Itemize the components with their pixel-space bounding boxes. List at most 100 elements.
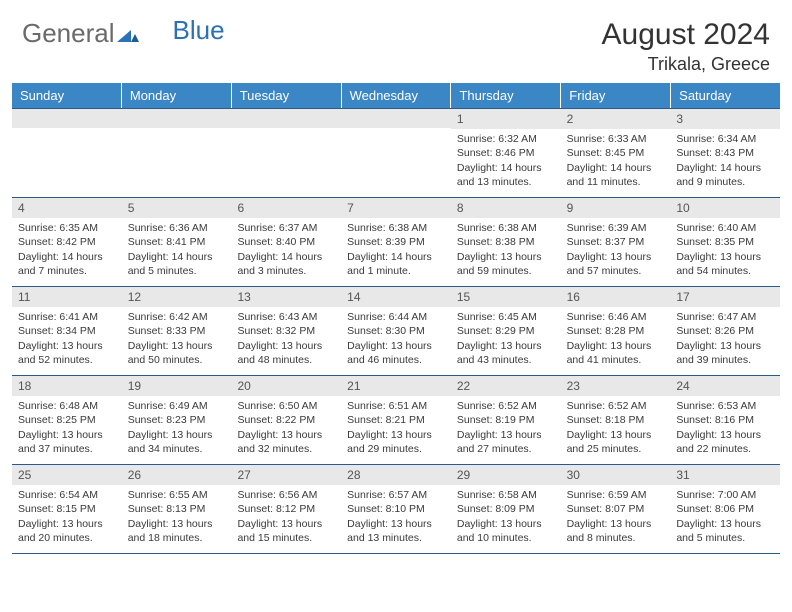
day-body: Sunrise: 6:53 AMSunset: 8:16 PMDaylight:…: [670, 398, 780, 460]
day-cell: [341, 109, 451, 197]
sunset-text: Sunset: 8:06 PM: [676, 502, 774, 516]
day-cell: 9Sunrise: 6:39 AMSunset: 8:37 PMDaylight…: [561, 198, 671, 286]
day-header-monday: Monday: [122, 83, 232, 108]
sunset-text: Sunset: 8:37 PM: [567, 235, 665, 249]
day-cell: [122, 109, 232, 197]
header: General Blue August 2024 Trikala, Greece: [0, 0, 792, 83]
day-body: Sunrise: 6:54 AMSunset: 8:15 PMDaylight:…: [12, 487, 122, 549]
day-number: [12, 109, 122, 128]
day-number: 2: [561, 109, 671, 129]
sunset-text: Sunset: 8:29 PM: [457, 324, 555, 338]
sunset-text: Sunset: 8:42 PM: [18, 235, 116, 249]
sunrise-text: Sunrise: 6:37 AM: [237, 221, 335, 235]
day-cell: 14Sunrise: 6:44 AMSunset: 8:30 PMDayligh…: [341, 287, 451, 375]
daylight-text: Daylight: 13 hours and 34 minutes.: [128, 428, 226, 456]
day-cell: 8Sunrise: 6:38 AMSunset: 8:38 PMDaylight…: [451, 198, 561, 286]
sunrise-text: Sunrise: 6:43 AM: [237, 310, 335, 324]
day-body: Sunrise: 6:40 AMSunset: 8:35 PMDaylight:…: [670, 220, 780, 282]
sunset-text: Sunset: 8:26 PM: [676, 324, 774, 338]
day-number: [231, 109, 341, 128]
day-body: Sunrise: 6:43 AMSunset: 8:32 PMDaylight:…: [231, 309, 341, 371]
daylight-text: Daylight: 13 hours and 59 minutes.: [457, 250, 555, 278]
day-cell: 26Sunrise: 6:55 AMSunset: 8:13 PMDayligh…: [122, 465, 232, 553]
day-body: Sunrise: 6:41 AMSunset: 8:34 PMDaylight:…: [12, 309, 122, 371]
sunset-text: Sunset: 8:22 PM: [237, 413, 335, 427]
sunrise-text: Sunrise: 6:40 AM: [676, 221, 774, 235]
day-number: 4: [12, 198, 122, 218]
sunset-text: Sunset: 8:34 PM: [18, 324, 116, 338]
day-cell: 4Sunrise: 6:35 AMSunset: 8:42 PMDaylight…: [12, 198, 122, 286]
day-number: 7: [341, 198, 451, 218]
day-number: 8: [451, 198, 561, 218]
day-number: 13: [231, 287, 341, 307]
day-number: 3: [670, 109, 780, 129]
day-number: 11: [12, 287, 122, 307]
sunrise-text: Sunrise: 6:35 AM: [18, 221, 116, 235]
day-body: Sunrise: 6:38 AMSunset: 8:38 PMDaylight:…: [451, 220, 561, 282]
sunset-text: Sunset: 8:19 PM: [457, 413, 555, 427]
daylight-text: Daylight: 13 hours and 41 minutes.: [567, 339, 665, 367]
sunset-text: Sunset: 8:18 PM: [567, 413, 665, 427]
day-cell: 27Sunrise: 6:56 AMSunset: 8:12 PMDayligh…: [231, 465, 341, 553]
day-cell: 28Sunrise: 6:57 AMSunset: 8:10 PMDayligh…: [341, 465, 451, 553]
daylight-text: Daylight: 13 hours and 48 minutes.: [237, 339, 335, 367]
daylight-text: Daylight: 13 hours and 39 minutes.: [676, 339, 774, 367]
day-number: 30: [561, 465, 671, 485]
day-number: 14: [341, 287, 451, 307]
sunrise-text: Sunrise: 6:57 AM: [347, 488, 445, 502]
daylight-text: Daylight: 13 hours and 57 minutes.: [567, 250, 665, 278]
day-number: 20: [231, 376, 341, 396]
sunset-text: Sunset: 8:45 PM: [567, 146, 665, 160]
daylight-text: Daylight: 13 hours and 29 minutes.: [347, 428, 445, 456]
day-body: Sunrise: 6:51 AMSunset: 8:21 PMDaylight:…: [341, 398, 451, 460]
day-cell: 23 Sunrise: 6:52 AMSunset: 8:18 PMDayligh…: [561, 376, 671, 464]
day-number: 18: [12, 376, 122, 396]
location: Trikala, Greece: [602, 54, 770, 75]
daylight-text: Daylight: 13 hours and 54 minutes.: [676, 250, 774, 278]
week-row: 4 Sunrise: 6:35 AMSunset: 8:42 PM Daylight…: [12, 198, 780, 287]
day-cell: 13Sunrise: 6:43 AMSunset: 8:32 PMDayligh…: [231, 287, 341, 375]
day-header-wednesday: Wednesday: [342, 83, 452, 108]
day-body: Sunrise: 6:42 AMSunset: 8:33 PMDaylight:…: [122, 309, 232, 371]
daylight-text: Daylight: 13 hours and 50 minutes.: [128, 339, 226, 367]
day-header-saturday: Saturday: [671, 83, 780, 108]
day-body: Sunrise: 6:59 AMSunset: 8:07 PMDaylight:…: [561, 487, 671, 549]
sunrise-text: Sunrise: 6:52 AM: [567, 399, 665, 413]
sunset-text: Sunset: 8:16 PM: [676, 413, 774, 427]
day-body: Sunrise: 6:44 AMSunset: 8:30 PMDaylight:…: [341, 309, 451, 371]
sunset-text: Sunset: 8:39 PM: [347, 235, 445, 249]
sunrise-text: Sunrise: 6:51 AM: [347, 399, 445, 413]
sunrise-text: Sunrise: 6:52 AM: [457, 399, 555, 413]
day-header-tuesday: Tuesday: [232, 83, 342, 108]
sunset-text: Sunset: 8:28 PM: [567, 324, 665, 338]
day-cell: 22Sunrise: 6:52 AMSunset: 8:19 PMDayligh…: [451, 376, 561, 464]
sunrise-text: Sunrise: 6:54 AM: [18, 488, 116, 502]
day-cell: 3Sunrise: 6:34 AMSunset: 8:43 PMDaylight…: [670, 109, 780, 197]
daylight-text: Daylight: 13 hours and 27 minutes.: [457, 428, 555, 456]
day-number: 17: [670, 287, 780, 307]
sunrise-text: Sunrise: 6:59 AM: [567, 488, 665, 502]
day-body: Sunrise: 6:55 AMSunset: 8:13 PMDaylight:…: [122, 487, 232, 549]
day-cell: 20Sunrise: 6:50 AMSunset: 8:22 PMDayligh…: [231, 376, 341, 464]
day-number: 23: [561, 376, 671, 396]
sunrise-text: Sunrise: 6:49 AM: [128, 399, 226, 413]
day-body: Sunrise: 6:52 AMSunset: 8:19 PMDaylight:…: [451, 398, 561, 460]
day-body: Sunrise: 6:49 AMSunset: 8:23 PMDaylight:…: [122, 398, 232, 460]
day-cell: 12Sunrise: 6:42 AMSunset: 8:33 PMDayligh…: [122, 287, 232, 375]
sunrise-text: Sunrise: 6:48 AM: [18, 399, 116, 413]
day-body: Sunrise: 6:32 AMSunset: 8:46 PMDaylight:…: [451, 131, 561, 193]
sunrise-text: Sunrise: 6:50 AM: [237, 399, 335, 413]
sunset-text: Sunset: 8:15 PM: [18, 502, 116, 516]
sunrise-text: Sunrise: 6:34 AM: [676, 132, 774, 146]
daylight-text: Daylight: 13 hours and 37 minutes.: [18, 428, 116, 456]
day-cell: 21Sunrise: 6:51 AMSunset: 8:21 PMDayligh…: [341, 376, 451, 464]
week-row: 11Sunrise: 6:41 AMSunset: 8:34 PMDayligh…: [12, 287, 780, 376]
day-number: 15: [451, 287, 561, 307]
sunrise-text: Sunrise: 6:55 AM: [128, 488, 226, 502]
day-number: 29: [451, 465, 561, 485]
sunrise-text: Sunrise: 6:46 AM: [567, 310, 665, 324]
daylight-text: Daylight: 13 hours and 25 minutes.: [567, 428, 665, 456]
sunset-text: Sunset: 8:43 PM: [676, 146, 774, 160]
day-number: 27: [231, 465, 341, 485]
daylight-text: Daylight: 13 hours and 10 minutes.: [457, 517, 555, 545]
